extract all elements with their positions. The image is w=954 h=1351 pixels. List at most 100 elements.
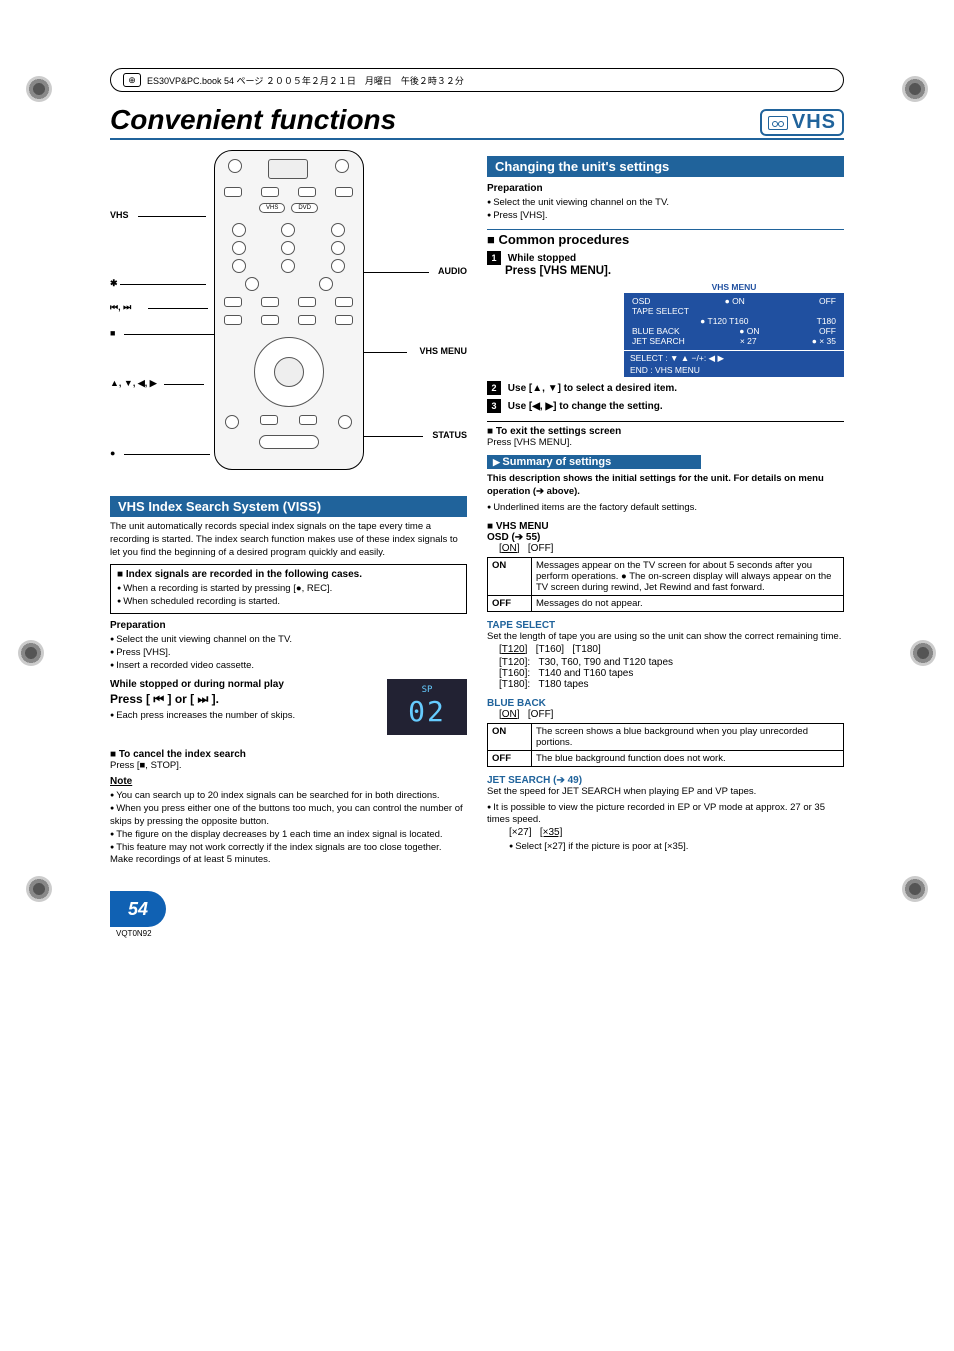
step-1: 1 While stopped [487, 251, 844, 265]
step-number: 2 [487, 381, 501, 395]
tape-val: T180 tapes [538, 679, 588, 690]
prep-item: Select the unit viewing channel on the T… [487, 197, 844, 210]
step-number: 1 [487, 251, 501, 265]
remote-diagram: VHS ✱ ⏮, ⏭ ■ ▲, ▼, ◀, ▶ ● AUDIO VHS MENU… [110, 150, 467, 490]
sp-value: 02 [408, 695, 446, 728]
summary-intro2: Underlined items are the factory default… [487, 502, 844, 515]
cell-off: OFF [488, 595, 532, 611]
menu-cell: BLUE BACK [632, 326, 680, 336]
registration-mark [18, 640, 44, 666]
menu-cell: T180 [817, 316, 836, 326]
tape-val: T140 and T160 tapes [538, 668, 633, 679]
box-heading: ■ Index signals are recorded in the foll… [117, 569, 460, 580]
vhs-menu-panel: VHS MENU OSD● ONOFF TAPE SELECT ● T120 T… [624, 281, 844, 377]
leader-line [120, 284, 206, 285]
prep-item: Press [VHS]. [110, 647, 467, 660]
menu-cell: ● × 35 [812, 336, 836, 346]
opt-t180: [T180] [572, 644, 600, 655]
remote-body: VHS DVD [214, 150, 364, 470]
jet-heading: JET SEARCH (➔ 49) [487, 775, 844, 786]
cancel-heading: ■ To cancel the index search [110, 749, 467, 760]
note-item: This feature may not work correctly if t… [110, 842, 467, 868]
box-item: When a recording is started by pressing … [117, 583, 460, 596]
changing-heading: Changing the unit's settings [487, 156, 844, 177]
book-icon: ⊕ [123, 73, 141, 87]
tape-val: T30, T60, T90 and T120 tapes [538, 657, 673, 668]
tape-intro: Set the length of tape you are using so … [487, 631, 844, 644]
leader-line [124, 334, 214, 335]
note-item: The figure on the display decreases by 1… [110, 829, 467, 842]
index-signals-box: ■ Index signals are recorded in the foll… [110, 564, 467, 614]
registration-mark [902, 876, 928, 902]
cell-on: ON [488, 557, 532, 595]
label-stop: ■ [110, 328, 115, 338]
cell-off-desc: Messages do not appear. [532, 595, 844, 611]
exit-heading: ■ To exit the settings screen [487, 426, 844, 437]
opt-off: [OFF] [528, 709, 554, 720]
opt-t160: [T160] [536, 644, 564, 655]
cell-on: ON [488, 723, 532, 750]
step2-text: Use [▲, ▼] to select a desired item. [508, 383, 677, 394]
menu-cell: ● ON [725, 296, 745, 306]
tape-key: [T180]: [499, 679, 530, 690]
registration-mark [910, 640, 936, 666]
registration-mark [26, 76, 52, 102]
prep-item: Press [VHS]. [487, 210, 844, 223]
step-2: 2 Use [▲, ▼] to select a desired item. [487, 381, 844, 395]
jet-note2: Select [×27] if the picture is poor at [… [509, 841, 844, 854]
leader-line [353, 436, 423, 437]
leader-line [124, 454, 210, 455]
page-number: 54 [110, 891, 166, 927]
menu-cell: OFF [819, 296, 836, 306]
osd-heading: OSD (➔ 55) [487, 532, 844, 543]
sp-display: SP 02 [387, 679, 467, 735]
menu-cell: × 27 [740, 336, 757, 346]
opt-x35: [×35] [540, 827, 563, 838]
opt-on: [ON] [499, 709, 520, 720]
step3-text: Use [◀, ▶] to change the setting. [508, 401, 663, 412]
label-asterisk: ✱ [110, 278, 118, 289]
note-item: You can search up to 20 index signals ca… [110, 790, 467, 803]
step1a: While stopped [508, 253, 576, 264]
step-number: 3 [487, 399, 501, 413]
summary-intro1: This description shows the initial setti… [487, 473, 844, 499]
viss-heading: VHS Index Search System (VISS) [110, 496, 467, 517]
cell-off-desc: The blue background function does not wo… [532, 750, 844, 766]
label-status: STATUS [432, 430, 467, 440]
print-header: ⊕ ES30VP&PC.book 54 ページ ２００５年２月２１日 月曜日 午… [110, 68, 844, 92]
label-rec: ● [110, 448, 115, 458]
vhs-badge: VHS [760, 109, 844, 136]
remote-dvd-button: DVD [291, 203, 318, 213]
menu-cell: JET SEARCH [632, 336, 685, 346]
menu-title: VHS MENU [624, 281, 844, 293]
prep-item: Insert a recorded video cassette. [110, 660, 467, 673]
common-heading: ■ Common procedures [487, 232, 844, 247]
label-arrows: ▲, ▼, ◀, ▶ [110, 378, 157, 389]
print-header-text: ES30VP&PC.book 54 ページ ２００５年２月２１日 月曜日 午後２… [147, 74, 464, 87]
menu-cell: ● T120 T160 [700, 316, 748, 326]
blue-heading: BLUE BACK [487, 698, 844, 709]
footer-code: VQT0N92 [116, 929, 844, 938]
step1b: Press [VHS MENU]. [505, 265, 844, 277]
jet-intro: Set the speed for JET SEARCH when playin… [487, 786, 844, 799]
cell-off: OFF [488, 750, 532, 766]
opt-t120: [T120] [499, 644, 527, 655]
summary-heading: Summary of settings [487, 455, 701, 469]
cell-on-desc: The screen shows a blue background when … [532, 723, 844, 750]
menu-footer: END : VHS MENU [630, 365, 838, 375]
cancel-text: Press [■, STOP]. [110, 760, 467, 773]
vhs-menu-heading: ■ VHS MENU [487, 521, 844, 532]
menu-cell: OSD [632, 296, 650, 306]
label-skip: ⏮, ⏭ [110, 302, 131, 313]
vhs-badge-text: VHS [792, 111, 836, 134]
box-item: When scheduled recording is started. [117, 596, 460, 609]
remote-vhs-button: VHS [259, 203, 285, 213]
cell-on-desc: Messages appear on the TV screen for abo… [532, 557, 844, 595]
menu-footer: SELECT : ▼ ▲ −/+: ◀ ▶ [630, 353, 838, 364]
sp-label: SP [422, 685, 433, 695]
blue-table: ONThe screen shows a blue background whe… [487, 723, 844, 767]
leader-line [164, 384, 204, 385]
step-3: 3 Use [◀, ▶] to change the setting. [487, 399, 844, 413]
cassette-icon [768, 116, 788, 130]
leader-line [138, 216, 206, 217]
